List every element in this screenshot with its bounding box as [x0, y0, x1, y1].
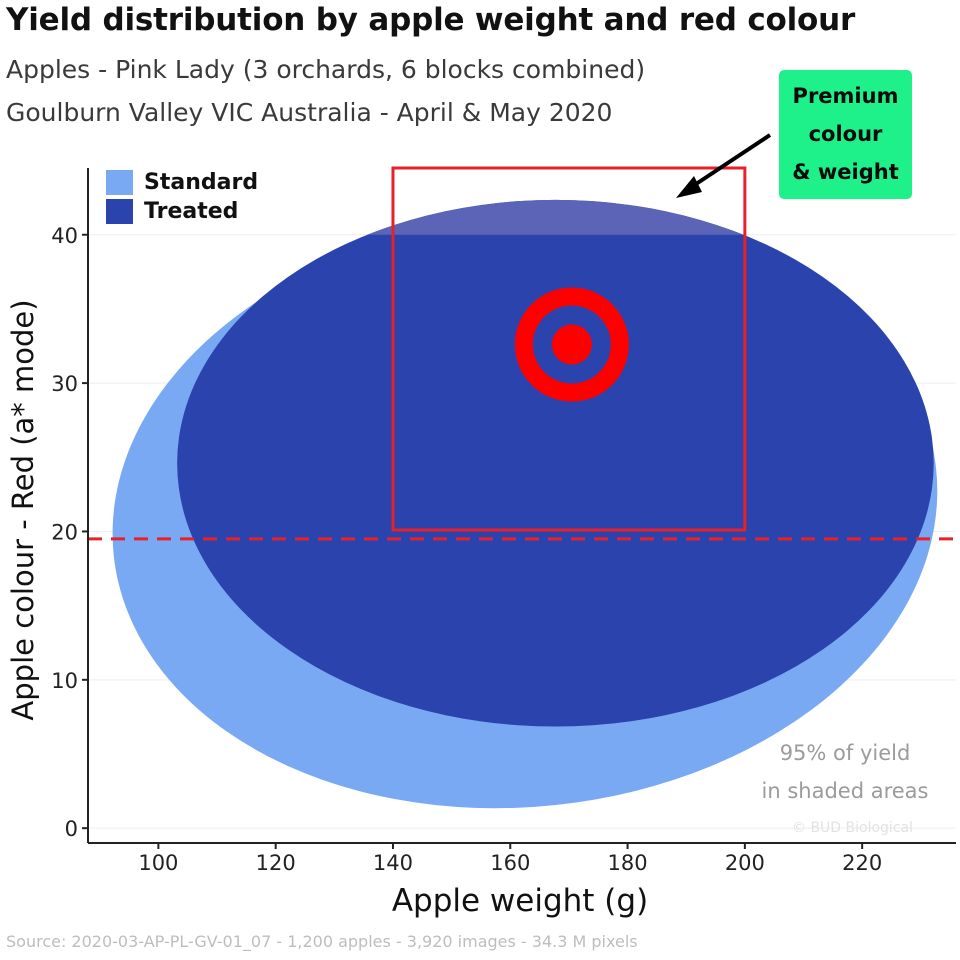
- premium-callout: Premium colour & weight: [779, 70, 912, 199]
- chart-subtitle-product: Apples - Pink Lady (3 orchards, 6 blocks…: [6, 55, 646, 84]
- target-ring: [514, 287, 629, 402]
- region-treated-cap: [367, 199, 744, 235]
- y-tick-label-10: 10: [51, 669, 78, 693]
- legend-item-standard: Standard: [106, 168, 258, 197]
- chart-subtitle-location: Goulburn Valley VIC Australia - April & …: [6, 98, 613, 127]
- note-line-2: in shaded areas: [761, 779, 929, 803]
- callout-line-2: colour: [808, 122, 883, 146]
- y-axis-label: Apple colour - Red (a* mode): [6, 299, 40, 720]
- x-tick-label-100: 100: [138, 851, 178, 875]
- callout-line-1: Premium: [792, 84, 899, 108]
- legend-item-treated: Treated: [106, 197, 258, 226]
- y-tick-label-20: 20: [51, 520, 78, 544]
- source-footnote: Source: 2020-03-AP-PL-GV-01_07 - 1,200 a…: [6, 932, 638, 951]
- callout-arrow-line: [688, 133, 772, 190]
- legend-swatch-treated: [106, 199, 133, 224]
- y-tick-label-40: 40: [51, 224, 78, 248]
- x-tick-label-220: 220: [842, 851, 882, 875]
- premium-overlay: [88, 133, 956, 541]
- axes: 0 10 20 30 40 100 120 140 160 180 200 220: [51, 168, 956, 875]
- target-center: [551, 324, 592, 365]
- x-tick-label-120: 120: [256, 851, 296, 875]
- y-tick-label-0: 0: [65, 817, 78, 841]
- x-axis-label: Apple weight (g): [392, 883, 648, 919]
- copyright-watermark: © BUD Biological: [792, 820, 913, 836]
- chart-title: Yield distribution by apple weight and r…: [6, 2, 856, 38]
- yield-note: 95% of yield in shaded areas: [740, 734, 950, 810]
- x-tick-label-140: 140: [373, 851, 413, 875]
- legend-label-treated: Treated: [144, 199, 239, 224]
- legend-swatch-standard: [106, 170, 133, 195]
- premium-box: [391, 166, 747, 532]
- note-line-1: 95% of yield: [779, 741, 911, 765]
- legend: Standard Treated: [106, 168, 258, 226]
- x-tick-label-180: 180: [608, 851, 648, 875]
- callout-line-3: & weight: [792, 160, 899, 184]
- x-tick-label-160: 160: [490, 851, 530, 875]
- legend-label-standard: Standard: [144, 170, 259, 195]
- region-treated: [177, 199, 934, 727]
- y-tick-label-30: 30: [51, 372, 78, 396]
- callout-arrow-head: [676, 176, 702, 198]
- x-tick-label-200: 200: [725, 851, 765, 875]
